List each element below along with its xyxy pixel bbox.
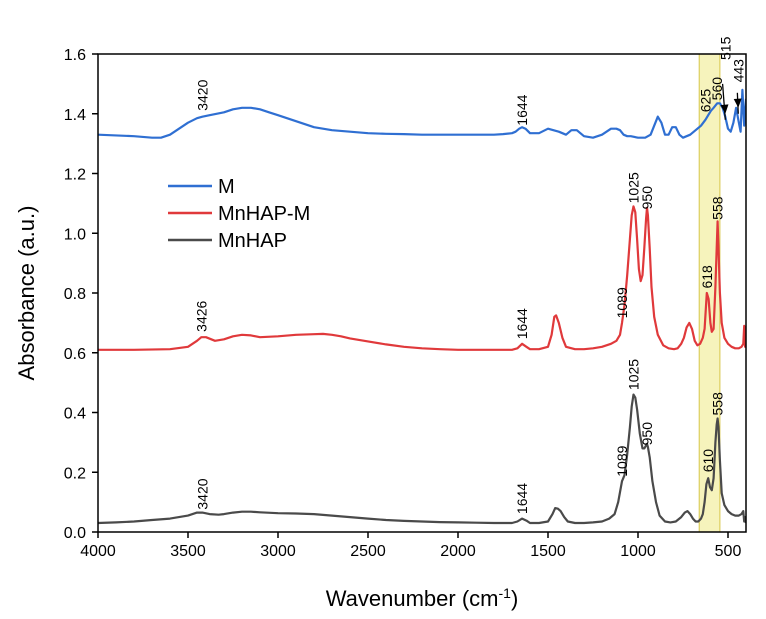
peak-label-950-17: 950 [639, 422, 655, 446]
peak-label-558-12: 558 [710, 196, 726, 220]
y-tick-label-0.0: 0.0 [64, 525, 86, 542]
arrow-layer [720, 83, 742, 120]
x-axis: 4000 3500 3000 2500 2000 1500 1000 500 [80, 532, 741, 560]
peak-label-3420-13: 3420 [194, 478, 210, 509]
peak-label-1644-1: 1644 [514, 94, 530, 125]
peak-label-1025-16: 1025 [626, 359, 642, 390]
x-tick-label-3500: 3500 [170, 543, 206, 560]
series-layer [98, 88, 746, 525]
peak-label-618-11: 618 [699, 265, 715, 289]
y-tick-label-1.0: 1.0 [64, 226, 86, 243]
y-axis: 0.0 0.2 0.4 0.6 0.8 1.0 1.2 1.4 1.6 [64, 47, 98, 542]
x-tick-label-4000: 4000 [80, 543, 116, 560]
y-axis-title: Absorbance (a.u.) [14, 206, 39, 381]
x-tick-label-2000: 2000 [440, 543, 476, 560]
peak-label-443-5: 443 [730, 59, 746, 83]
series-line-mnhap [98, 393, 746, 525]
legend-label-mnhap-m: MnHAP-M [218, 203, 310, 225]
annotation-arrow-head-1 [733, 98, 742, 108]
peak-label-558-19: 558 [710, 392, 726, 416]
x-tick-label-500: 500 [715, 543, 742, 560]
x-axis-title: Wavenumber (cm-1) [326, 585, 519, 611]
x-axis-title-superscript: -1 [499, 585, 512, 601]
peak-label-560-3: 560 [709, 77, 725, 101]
x-axis-title-main: Wavenumber (cm [326, 586, 499, 611]
legend-label-m: M [218, 176, 235, 198]
y-tick-label-1.6: 1.6 [64, 47, 86, 64]
x-tick-label-1000: 1000 [620, 543, 656, 560]
legend-label-mnhap: MnHAP [218, 230, 287, 252]
peak-label-515-4: 515 [717, 36, 733, 60]
peak-label-950-10: 950 [639, 186, 655, 210]
y-tick-label-0.4: 0.4 [64, 406, 86, 423]
y-tick-label-0.6: 0.6 [64, 346, 86, 363]
peak-label-610-18: 610 [700, 449, 716, 473]
legend: M MnHAP-M MnHAP [168, 176, 310, 252]
annotation-arrow-line-0 [721, 83, 726, 120]
y-tick-label-0.8: 0.8 [64, 286, 86, 303]
peak-label-3426-6: 3426 [193, 300, 209, 331]
peak-label-625-2: 625 [698, 89, 714, 113]
series-line-mnhap-m [98, 205, 746, 351]
series-line-m [98, 88, 746, 139]
x-tick-label-2500: 2500 [350, 543, 386, 560]
peak-label-1644-7: 1644 [514, 308, 530, 339]
annotation-arrow-head-0 [720, 104, 729, 114]
peak-label-1089-8: 1089 [614, 287, 630, 318]
peak-label-1644-14: 1644 [514, 483, 530, 514]
y-tick-label-1.2: 1.2 [64, 167, 86, 184]
peak-label-1025-9: 1025 [626, 172, 642, 203]
peak-label-1089-15: 1089 [614, 445, 630, 476]
x-tick-label-3000: 3000 [260, 543, 296, 560]
y-tick-label-1.4: 1.4 [64, 107, 86, 124]
y-tick-label-0.2: 0.2 [64, 465, 86, 482]
x-axis-title-suffix: ) [511, 586, 518, 611]
x-tick-label-1500: 1500 [530, 543, 566, 560]
peak-label-3420-0: 3420 [194, 79, 210, 110]
